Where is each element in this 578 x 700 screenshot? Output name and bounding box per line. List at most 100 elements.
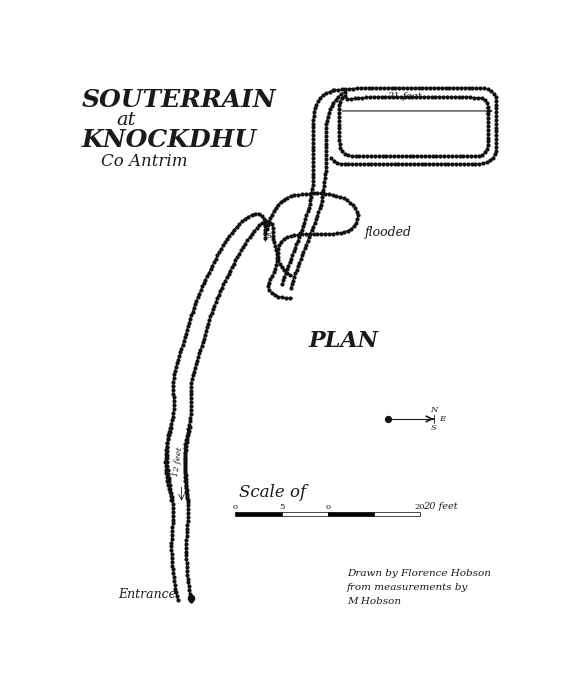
Point — [483, 128, 492, 139]
Point — [168, 495, 177, 506]
Point — [309, 141, 318, 152]
Point — [197, 340, 206, 351]
Point — [173, 594, 182, 606]
Point — [298, 220, 307, 232]
Point — [168, 522, 177, 533]
Point — [323, 115, 332, 126]
Point — [336, 89, 346, 100]
Point — [277, 292, 287, 303]
Point — [233, 251, 242, 262]
Point — [467, 158, 476, 169]
Point — [321, 228, 330, 239]
Point — [185, 588, 194, 599]
Point — [315, 203, 324, 214]
Point — [274, 255, 283, 266]
Point — [235, 218, 244, 230]
Point — [184, 580, 193, 592]
Point — [265, 216, 274, 228]
Point — [480, 94, 490, 106]
Point — [161, 449, 171, 460]
Point — [162, 441, 172, 452]
Point — [353, 214, 362, 225]
Point — [313, 188, 322, 199]
Point — [282, 264, 291, 275]
Point — [168, 498, 177, 510]
Point — [338, 146, 347, 157]
Point — [186, 408, 195, 419]
Point — [393, 150, 402, 162]
Point — [327, 100, 336, 111]
Point — [195, 348, 204, 359]
Point — [318, 188, 327, 199]
Point — [191, 358, 201, 370]
Point — [348, 199, 357, 211]
Point — [183, 496, 192, 507]
Point — [183, 504, 192, 515]
Point — [358, 92, 367, 104]
Point — [362, 150, 372, 162]
Point — [281, 267, 290, 279]
Point — [350, 93, 360, 104]
Point — [269, 230, 278, 241]
Point — [321, 122, 331, 134]
Point — [181, 542, 191, 554]
Point — [265, 216, 274, 227]
Point — [186, 412, 195, 423]
Point — [402, 158, 411, 169]
Point — [162, 468, 171, 479]
Bar — [281, 512, 328, 516]
Point — [218, 240, 228, 251]
Point — [335, 127, 344, 138]
Point — [238, 216, 247, 227]
Point — [483, 132, 492, 144]
Point — [182, 431, 191, 442]
Point — [274, 244, 283, 255]
Point — [392, 92, 402, 103]
Point — [165, 476, 174, 487]
Point — [204, 267, 213, 278]
Point — [163, 438, 172, 449]
Point — [486, 155, 495, 166]
Point — [217, 282, 227, 293]
Point — [272, 252, 281, 263]
Point — [271, 202, 280, 214]
Point — [269, 237, 279, 248]
Point — [309, 125, 318, 136]
Point — [214, 289, 223, 300]
Point — [169, 377, 178, 388]
Point — [483, 102, 492, 113]
Point — [321, 127, 331, 138]
Point — [184, 584, 194, 596]
Point — [183, 489, 192, 500]
Point — [492, 126, 501, 137]
Point — [388, 92, 398, 103]
Point — [286, 190, 295, 202]
Point — [483, 117, 492, 128]
Point — [199, 277, 208, 288]
Text: N: N — [431, 405, 438, 414]
Point — [180, 332, 190, 343]
Point — [307, 225, 316, 236]
Point — [169, 395, 179, 407]
Point — [309, 114, 318, 125]
Point — [202, 270, 212, 281]
Point — [169, 407, 178, 419]
Point — [443, 150, 453, 162]
Point — [329, 85, 339, 96]
Text: Co Antrim: Co Antrim — [101, 153, 187, 170]
Point — [211, 253, 220, 265]
Point — [285, 257, 294, 268]
Point — [492, 99, 501, 110]
Point — [483, 105, 492, 116]
Text: 20 feet: 20 feet — [423, 502, 458, 510]
Point — [322, 119, 331, 130]
Text: 5: 5 — [279, 503, 284, 510]
Point — [195, 288, 204, 299]
Point — [420, 150, 429, 162]
Point — [272, 248, 281, 259]
Point — [337, 84, 346, 95]
Point — [171, 365, 180, 377]
Point — [320, 188, 329, 199]
Point — [321, 153, 331, 164]
Point — [163, 464, 172, 475]
